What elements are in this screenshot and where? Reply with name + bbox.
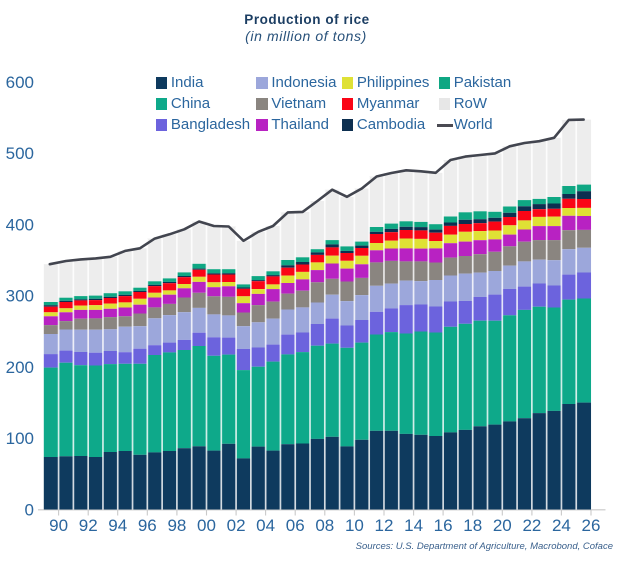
svg-text:500: 500 xyxy=(6,144,34,163)
svg-text:12: 12 xyxy=(375,516,394,535)
svg-text:94: 94 xyxy=(108,516,127,535)
svg-text:90: 90 xyxy=(49,516,68,535)
svg-text:14: 14 xyxy=(404,516,423,535)
svg-text:400: 400 xyxy=(6,215,34,234)
svg-text:16: 16 xyxy=(434,516,453,535)
svg-text:300: 300 xyxy=(6,287,34,306)
svg-text:04: 04 xyxy=(256,516,275,535)
svg-text:00: 00 xyxy=(197,516,216,535)
svg-text:08: 08 xyxy=(315,516,334,535)
svg-text:98: 98 xyxy=(167,516,186,535)
svg-text:100: 100 xyxy=(6,429,34,448)
svg-text:10: 10 xyxy=(345,516,364,535)
svg-text:200: 200 xyxy=(6,358,34,377)
svg-text:0: 0 xyxy=(25,501,34,520)
svg-text:20: 20 xyxy=(493,516,512,535)
svg-text:18: 18 xyxy=(463,516,482,535)
svg-text:24: 24 xyxy=(552,516,571,535)
svg-text:06: 06 xyxy=(286,516,305,535)
svg-text:02: 02 xyxy=(227,516,246,535)
svg-text:26: 26 xyxy=(582,516,601,535)
svg-text:600: 600 xyxy=(6,73,34,92)
svg-text:96: 96 xyxy=(138,516,157,535)
svg-text:92: 92 xyxy=(79,516,98,535)
svg-text:22: 22 xyxy=(522,516,541,535)
